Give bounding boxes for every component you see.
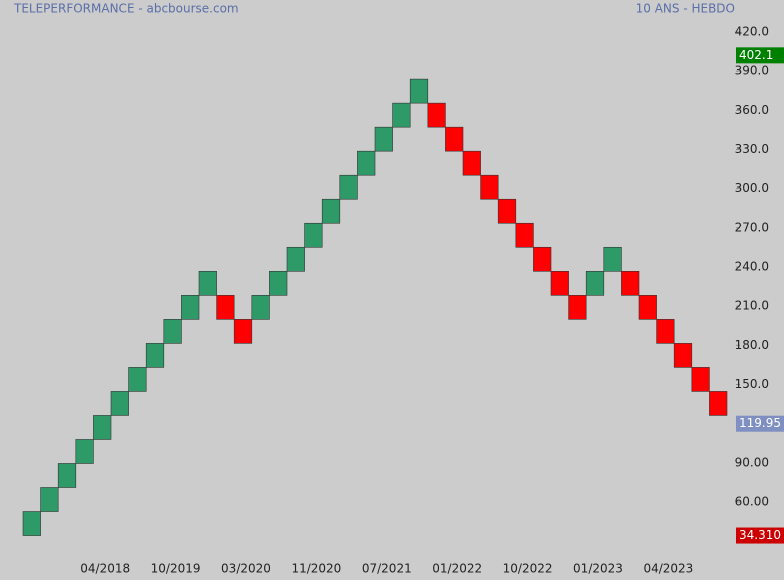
y-tick-label: 390.0 (735, 64, 769, 78)
brick (374, 126, 393, 152)
brick (198, 270, 217, 296)
brick (216, 295, 235, 320)
y-tick-label: 420.0 (735, 24, 769, 38)
chart-title: TELEPERFORMANCE - abcbourse.com (13, 2, 239, 16)
brick (445, 126, 464, 152)
brick (550, 270, 569, 296)
x-tick-label: 07/2021 (362, 562, 412, 576)
brick (233, 319, 253, 344)
brick (533, 246, 552, 272)
brick (392, 102, 411, 128)
x-tick-label: 04/2023 (643, 562, 693, 576)
brick (427, 102, 446, 128)
price-tag-label: 34.310 (739, 528, 781, 542)
brick (110, 391, 129, 416)
y-tick-label: 150.0 (735, 377, 769, 391)
brick (480, 174, 499, 200)
brick (93, 415, 112, 440)
brick (163, 319, 182, 344)
brick (304, 222, 323, 248)
price-tag-label: 119.95 (739, 416, 781, 430)
brick (57, 463, 77, 488)
y-tick-label: 240.0 (735, 259, 769, 273)
brick (409, 78, 429, 104)
brick (181, 295, 200, 320)
brick (145, 343, 165, 368)
brick (321, 198, 341, 224)
brick (339, 174, 358, 200)
brick (22, 511, 41, 536)
x-tick-label: 01/2022 (432, 562, 482, 576)
price-tag-label: 402.1 (739, 48, 773, 62)
brick (357, 150, 376, 176)
y-tick-label: 180.0 (735, 338, 769, 352)
brick (568, 295, 587, 320)
x-tick-label: 10/2022 (503, 562, 553, 576)
chart-subtitle: 10 ANS - HEBDO (636, 2, 735, 16)
brick (75, 439, 94, 464)
y-tick-label: 300.0 (735, 181, 769, 195)
brick (269, 270, 288, 296)
brick (673, 343, 693, 368)
brick (40, 487, 59, 512)
brick (462, 150, 481, 176)
brick (585, 270, 605, 296)
brick (691, 367, 710, 392)
x-tick-label: 01/2023 (573, 562, 623, 576)
y-tick-label: 90.00 (735, 455, 769, 469)
brick (709, 391, 728, 416)
x-tick-label: 11/2020 (291, 562, 341, 576)
price-tag (736, 415, 784, 432)
price-tag (736, 47, 784, 64)
brick (656, 319, 675, 344)
y-tick-label: 210.0 (735, 299, 769, 313)
brick (621, 270, 640, 296)
brick (603, 246, 622, 272)
brick (286, 246, 305, 272)
brick (497, 198, 517, 224)
y-tick-label: 360.0 (735, 103, 769, 117)
brick (515, 222, 534, 248)
y-tick-label: 270.0 (735, 220, 769, 234)
price-tag (736, 527, 784, 544)
x-tick-label: 04/2018 (80, 562, 130, 576)
x-tick-label: 10/2019 (151, 562, 201, 576)
x-tick-label: 03/2020 (221, 562, 271, 576)
brick (638, 295, 657, 320)
y-tick-label: 60.00 (735, 494, 769, 508)
brick (128, 367, 147, 392)
brick (251, 295, 270, 320)
y-tick-label: 330.0 (735, 142, 769, 156)
